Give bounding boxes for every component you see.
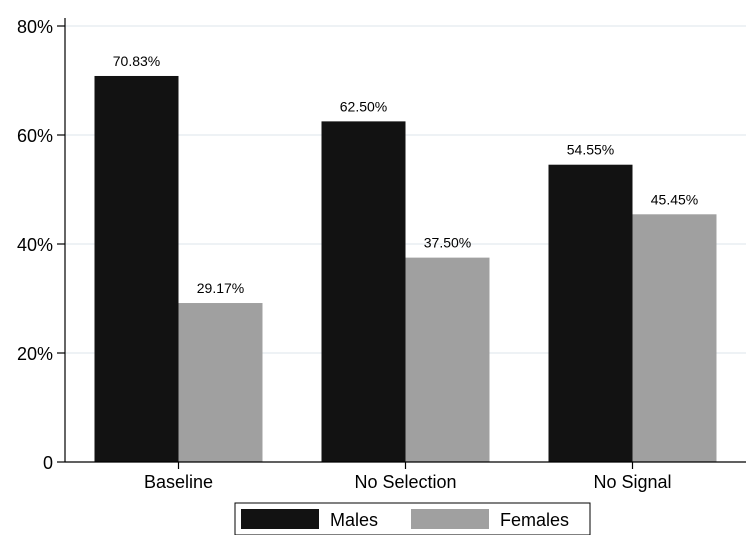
bar-males bbox=[94, 75, 179, 462]
legend-label-males: Males bbox=[330, 510, 378, 530]
bars bbox=[94, 75, 717, 462]
legend-label-females: Females bbox=[500, 510, 569, 530]
y-tick-label: 20% bbox=[17, 344, 53, 364]
bar-value-label: 29.17% bbox=[197, 280, 244, 296]
x-tick-label: No Selection bbox=[354, 472, 456, 492]
y-tick-label: 40% bbox=[17, 235, 53, 255]
bar-value-label: 45.45% bbox=[651, 191, 698, 207]
bar-males bbox=[548, 164, 633, 462]
y-tick-label: 0 bbox=[43, 453, 53, 473]
legend-swatch-males bbox=[241, 509, 319, 529]
x-tick-label: Baseline bbox=[144, 472, 213, 492]
y-tick-label: 60% bbox=[17, 126, 53, 146]
bar-value-label: 37.50% bbox=[424, 235, 471, 251]
data-labels: 70.83% 29.17% 62.50% 37.50% 54.55% 45.45% bbox=[113, 53, 698, 296]
x-tick-label: No Signal bbox=[593, 472, 671, 492]
bar-females bbox=[405, 257, 490, 462]
legend: Males Females bbox=[234, 502, 591, 535]
bar-value-label: 70.83% bbox=[113, 53, 160, 69]
bar-value-label: 62.50% bbox=[340, 98, 387, 114]
y-tick-label: 80% bbox=[17, 17, 53, 37]
bar-females bbox=[178, 303, 263, 462]
legend-swatch-females bbox=[411, 509, 489, 529]
bar-females bbox=[632, 214, 717, 462]
bar-value-label: 54.55% bbox=[567, 142, 614, 158]
y-ticks: 0 20% 40% 60% 80% bbox=[17, 17, 65, 473]
bar-males bbox=[321, 121, 406, 462]
x-ticks: Baseline No Selection No Signal bbox=[144, 462, 672, 492]
